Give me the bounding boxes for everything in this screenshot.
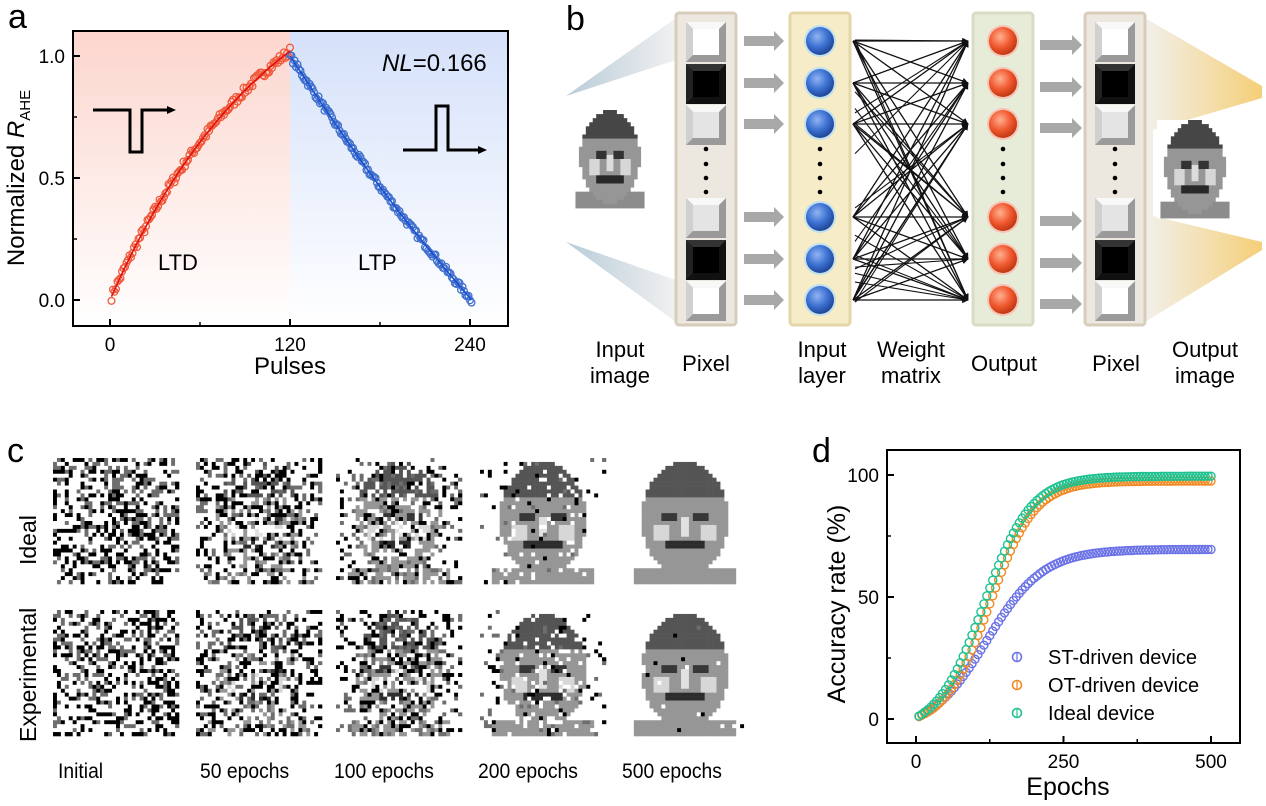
ltp-data-point	[294, 65, 304, 74]
col-label-100: 100 epochs	[334, 760, 434, 783]
legend-label: Ideal device	[1048, 703, 1155, 725]
x-tick-label: 250	[1048, 752, 1080, 773]
ltd-data-point	[146, 212, 155, 222]
reconstructed-image	[622, 610, 749, 737]
ltd-data-point	[285, 43, 295, 52]
panel-label-a: a	[8, 0, 27, 36]
reconstructed-image	[336, 610, 463, 737]
legend: ST-driven device OT-driven device Ideal de…	[1011, 647, 1199, 725]
ltd-data-point	[225, 102, 235, 112]
legend-label: OT-driven device	[1048, 675, 1199, 697]
accuracy-data-point	[976, 607, 986, 617]
y-tick-label: 50	[858, 588, 879, 609]
reconstructed-image	[336, 458, 463, 585]
x-axis-label: Epochs	[1026, 773, 1109, 801]
x-tick-label: 500	[1195, 752, 1227, 773]
accuracy-data-point	[973, 615, 983, 625]
reconstructed-image	[53, 610, 180, 737]
ltp-region	[290, 31, 508, 326]
ltp-data-point	[309, 88, 319, 97]
reconstructed-image	[480, 458, 607, 585]
accuracy-data-point	[985, 583, 995, 593]
accuracy-data-point	[967, 630, 977, 640]
col-label-200: 200 epochs	[478, 760, 578, 783]
ltd-data-point	[200, 131, 209, 140]
x-tick-label: 0	[911, 752, 922, 773]
y-tick-label: 0	[868, 710, 879, 731]
col-label-initial: Initial	[58, 760, 104, 783]
ltd-data-point	[224, 105, 233, 114]
ltd-data-point	[162, 187, 172, 197]
ltd-data-point	[171, 174, 181, 183]
y-axis-label: Accuracy rate (%)	[823, 505, 851, 704]
col-label-50: 50 epochs	[200, 760, 290, 783]
ltd-data-point	[161, 189, 170, 198]
ltd-data-point	[114, 275, 124, 284]
accuracy-data-point	[982, 591, 992, 601]
accuracy-data-point	[979, 599, 989, 609]
reconstructed-image	[196, 610, 323, 737]
ltd-data-point	[120, 262, 130, 272]
ltd-data-point	[134, 234, 143, 243]
y-tick-label: 100	[847, 466, 879, 487]
accuracy-data-point	[970, 622, 980, 633]
ltd-data-point	[107, 296, 116, 305]
ltd-data-point	[147, 210, 157, 219]
reconstructed-image	[196, 458, 323, 585]
legend-label: ST-driven device	[1048, 647, 1197, 669]
col-label-500: 500 epochs	[622, 760, 722, 783]
ltd-data-point	[128, 249, 137, 258]
ltd-data-point	[183, 155, 193, 164]
ltd-data-point	[182, 157, 191, 166]
accuracy-data-point	[988, 575, 998, 585]
reconstructed-image	[480, 610, 607, 737]
ltd-data-point	[197, 137, 206, 146]
reconstructed-image	[622, 458, 749, 585]
reconstructed-image	[53, 458, 180, 585]
chart-d-accuracy: 0 250 500 0 50 100 ST-driven device OT-driven …	[823, 449, 1241, 801]
ltp-data-point	[296, 66, 305, 75]
